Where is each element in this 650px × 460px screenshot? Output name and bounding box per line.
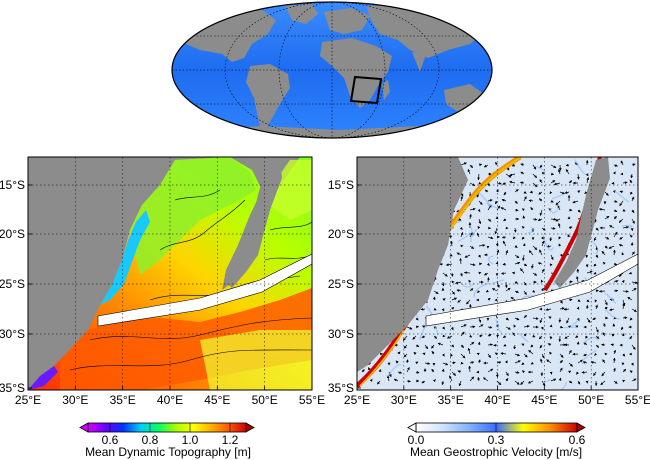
right-lat-tick-label: 30°S [328,327,354,341]
land-africa [320,38,392,108]
globe-outline [171,1,493,139]
left-lat-tick-label: 20°S [0,227,25,241]
left-colorbar-tick-label: 0.8 [142,433,159,447]
right-satellite-track [425,253,638,327]
left-lat-tick-label: 25°S [0,277,25,291]
right-colorbar-tick-label: 0.0 [408,433,425,447]
right-graticule [357,157,638,390]
right-africa [357,157,468,372]
right-map: 15°S 20°S 25°S 30°S 35°S 25°E 30°E 35°E 40°E 45°… [328,156,650,407]
left-lon-tick-label: 40°E [157,393,183,407]
right-colorbar-tick-label: 0.3 [488,433,505,447]
left-colorbar-min-arrow [79,422,89,433]
left-lon-tick-label: 25°E [15,393,41,407]
left-colorbar-tick-label: 1.2 [222,433,239,447]
left-lon-axis: 25°E 30°E 35°E 40°E 45°E 50°E 55°E [15,386,325,407]
right-lat-tick-label: 15°S [328,178,354,192]
left-map: 15°S 20°S 25°S 30°S 35°S 25°E 30°E 35°E 40°E 45°… [0,156,325,407]
left-colorbar: 0.6 0.8 1.0 1.2 Mean Dynamic Topography [m] [79,422,255,459]
left-colorbar-label: Mean Dynamic Topography [m] [85,445,251,459]
right-colorbar: 0.0 0.3 0.6 Mean Geostrophic Velocity [m/s… [407,422,586,459]
left-colorbar-tick-label: 0.6 [102,433,119,447]
mdt-east-green [262,160,312,220]
left-lon-tick-label: 50°E [252,393,278,407]
right-lon-tick-label: 45°E [531,393,557,407]
right-colorbar-ramp [415,422,578,433]
left-madagascar [226,157,282,288]
right-lat-tick-label: 25°S [328,277,354,291]
globe-map [171,1,493,139]
current-agulhas-core [359,329,405,387]
right-lon-tick-label: 30°E [391,393,417,407]
right-lat-tick-label: 35°S [328,381,354,395]
right-lon-tick-label: 25°E [344,393,370,407]
left-lon-tick-label: 35°E [110,393,136,407]
mdt-southeast-yellow [200,330,312,390]
right-colorbar-min-arrow [407,422,417,433]
land-madagascar [382,80,390,100]
right-madagascar [554,157,610,288]
left-africa [28,157,140,372]
left-lon-tick-label: 55°E [299,393,325,407]
left-lat-tick-label: 35°S [0,381,25,395]
left-lat-tick-label: 30°S [0,327,25,341]
land-europe [324,8,370,34]
right-lon-tick-label: 40°E [484,393,510,407]
right-lon-axis: 25°E 30°E 35°E 40°E 45°E 50°E 55°E [344,386,650,407]
globe-graticule [172,2,492,138]
mdt-coastal-purple [28,366,58,390]
land-south-america [246,64,290,136]
right-lat-tick-label: 20°S [328,227,354,241]
right-colorbar-label: Mean Geostrophic Velocity [m/s] [410,445,582,459]
left-lon-tick-label: 45°E [204,393,230,407]
right-lat-axis: 15°S 20°S 25°S 30°S 35°S [328,178,361,395]
mdt-north-channel [130,157,256,275]
left-colorbar-tick-label: 1.0 [182,433,199,447]
right-lon-tick-label: 50°E [578,393,604,407]
right-lon-tick-label: 55°E [625,393,650,407]
left-satellite-track [97,253,312,327]
left-graticule [28,157,312,390]
right-colorbar-max-arrow [576,422,586,433]
left-colorbar-ramp [87,422,247,433]
right-lon-tick-label: 35°E [438,393,464,407]
left-colorbar-max-arrow [245,422,255,433]
left-lon-tick-label: 30°E [62,393,88,407]
left-lat-axis: 15°S 20°S 25°S 30°S 35°S [0,178,32,395]
land-india [412,52,426,72]
left-lat-tick-label: 15°S [0,178,25,192]
right-colorbar-tick-label: 0.6 [569,433,586,447]
study-region-box [349,75,383,105]
